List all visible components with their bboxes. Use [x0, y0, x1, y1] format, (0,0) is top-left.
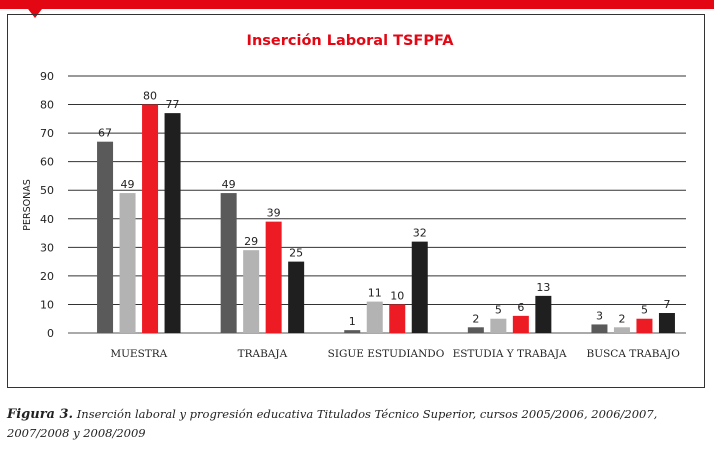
bar	[411, 241, 428, 333]
chart-title: Inserción Laboral TSFPFA	[247, 33, 455, 49]
x-tick-label: SIGUE ESTUDIANDO	[328, 348, 445, 360]
bar	[613, 327, 630, 333]
data-label: 5	[641, 304, 648, 317]
data-label: 3	[596, 309, 603, 322]
data-label: 49	[121, 178, 135, 191]
data-label: 11	[368, 287, 382, 300]
y-tick-label: 20	[40, 270, 54, 283]
bar	[119, 193, 136, 333]
data-label: 5	[495, 304, 502, 317]
bar	[512, 315, 529, 333]
bar	[243, 250, 260, 333]
y-tick-label: 10	[40, 298, 54, 311]
bar	[142, 104, 159, 333]
bar	[636, 318, 653, 333]
bar	[164, 113, 181, 333]
data-label: 1	[349, 315, 356, 328]
data-label: 13	[536, 281, 550, 294]
figure-label: Figura 3.	[7, 407, 74, 422]
x-tick-label: MUESTRA	[110, 348, 167, 360]
y-tick-label: 50	[40, 184, 54, 197]
data-label: 10	[390, 289, 404, 302]
accent-tab-marker	[28, 9, 42, 18]
bar	[467, 327, 484, 333]
data-label: 29	[244, 235, 258, 248]
data-label: 2	[472, 312, 479, 325]
figure-caption-text: Inserción laboral y progresión educativa…	[7, 407, 658, 440]
figure-caption: Figura 3. Inserción laboral y progresión…	[7, 405, 707, 443]
bar	[490, 318, 507, 333]
bar	[658, 313, 675, 333]
bar	[389, 304, 406, 333]
y-tick-label: 90	[40, 70, 54, 83]
y-tick-label: 40	[40, 213, 54, 226]
data-label: 32	[413, 227, 427, 240]
data-label: 67	[98, 127, 112, 140]
top-accent-bar	[0, 0, 714, 9]
y-tick-label: 30	[40, 241, 54, 254]
bar	[535, 295, 552, 333]
x-tick-label: ESTUDIA Y TRABAJA	[453, 348, 567, 360]
data-label: 77	[166, 98, 180, 111]
data-label: 49	[222, 178, 236, 191]
bar	[97, 141, 114, 333]
data-label: 25	[289, 247, 303, 260]
x-tick-label: TRABAJA	[238, 348, 288, 360]
data-label: 80	[143, 90, 157, 103]
bar	[366, 301, 383, 333]
data-label: 6	[517, 301, 524, 314]
bar	[344, 330, 361, 333]
x-tick-label: BUSCA TRABAJO	[587, 348, 681, 360]
data-label: 39	[267, 207, 281, 220]
bar-chart: Inserción Laboral TSFPFA PERSONAS 0 10 20 3…	[22, 33, 686, 360]
bar	[265, 221, 282, 333]
chart-frame	[7, 14, 705, 388]
y-tick-label: 80	[40, 99, 54, 112]
y-tick-label: 0	[47, 327, 54, 340]
bar	[591, 324, 608, 333]
data-label: 2	[618, 312, 625, 325]
y-axis-label: PERSONAS	[22, 179, 33, 230]
y-tick-label: 60	[40, 156, 54, 169]
data-label: 7	[663, 298, 670, 311]
bar	[220, 193, 237, 333]
bar	[288, 261, 305, 333]
y-tick-label: 70	[40, 127, 54, 140]
